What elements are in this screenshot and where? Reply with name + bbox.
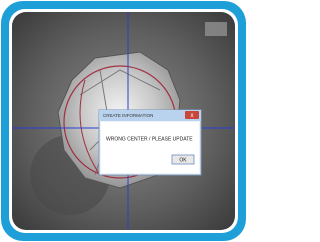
screenshot: CREATE INFORMATION x WRONG CENTER / PLEA… — [0, 0, 247, 242]
dialog: CREATE INFORMATION x WRONG CENTER / PLEA… — [99, 110, 201, 175]
close-label: x — [191, 113, 194, 119]
dialog-body — [101, 122, 199, 173]
overlay-icon — [205, 22, 227, 36]
page: {"dialog": {"title": "CREATE INFORMATION… — [0, 0, 247, 242]
dialog-message: WRONG CENTER / PLEASE UPDATE — [106, 136, 193, 142]
ok-label: OK — [179, 157, 187, 163]
dialog-title: CREATE INFORMATION — [103, 113, 153, 118]
